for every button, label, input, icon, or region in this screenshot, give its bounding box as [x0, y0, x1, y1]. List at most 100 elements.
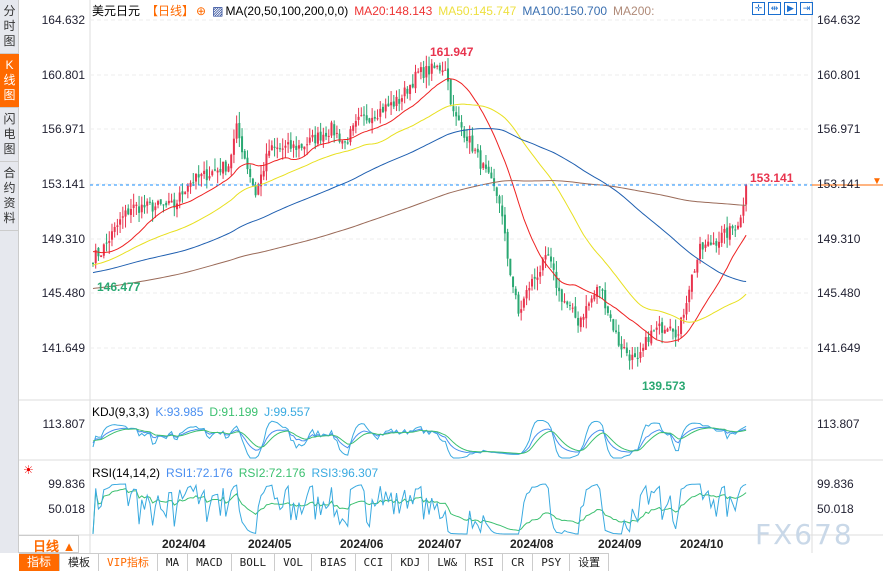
- price-axis-right-label: 145.480: [817, 286, 861, 300]
- price-axis-right-label: 156.971: [817, 122, 861, 136]
- play-icon[interactable]: ▶: [784, 2, 797, 15]
- zoom-range-icon[interactable]: ⇹: [768, 2, 781, 15]
- candle-body: [306, 144, 309, 146]
- tab-indicator[interactable]: 模板: [60, 554, 100, 571]
- kdj-d: D:91.199: [209, 405, 259, 419]
- kdj-header: KDJ(9,3,3) K:93.985 D:91.199 J:99.557: [92, 405, 316, 419]
- candle-body: [162, 204, 165, 206]
- candle-body: [547, 254, 550, 256]
- candle-body: [232, 138, 235, 155]
- tab-indicator[interactable]: CR: [503, 554, 534, 571]
- candle-body: [720, 232, 723, 243]
- candle-body: [159, 199, 162, 204]
- ma-label: MA(20,50,100,200,0,0): [225, 4, 349, 18]
- candle-body: [151, 202, 154, 212]
- candle-body: [577, 317, 580, 326]
- candle-body: [639, 351, 642, 359]
- candle-body: [184, 192, 187, 195]
- tab-indicator[interactable]: 指标: [19, 554, 61, 571]
- chart-header: 美元日元 【日线】 ⊕ ▨ MA(20,50,100,200,0,0) MA20:148.…: [92, 2, 660, 19]
- candle-body: [501, 205, 504, 217]
- candle-body: [281, 148, 284, 150]
- candle-body: [173, 199, 176, 208]
- rsi1-line: [92, 488, 747, 535]
- candle-body: [411, 83, 414, 88]
- candle-body: [251, 178, 254, 186]
- candle-body: [715, 241, 718, 246]
- rsi1-value: RSI1:72.176: [166, 466, 233, 480]
- tab-indicator[interactable]: BOLL: [232, 554, 276, 571]
- candle-body: [200, 174, 203, 177]
- tab-indicator[interactable]: 设置: [570, 554, 610, 571]
- ma200-value: MA200:: [613, 4, 655, 18]
- candle-body: [525, 289, 528, 299]
- candle-body: [287, 142, 290, 145]
- date-label: 2024/08: [510, 537, 554, 551]
- tab-indicator[interactable]: LW&: [429, 554, 467, 571]
- start-low-annotation: 146.477: [97, 280, 141, 294]
- sidebar-item-contract[interactable]: 合约资料: [0, 162, 19, 231]
- tab-indicator[interactable]: PSY: [533, 554, 571, 571]
- candle-body: [585, 306, 588, 319]
- tab-indicator[interactable]: CCI: [356, 554, 393, 571]
- period-button[interactable]: 日线 ▲: [19, 535, 79, 554]
- candle-body: [113, 226, 116, 232]
- sidebar-item-kline[interactable]: K线图: [0, 54, 19, 108]
- candle-body: [129, 209, 132, 215]
- watermark: FX678: [755, 518, 854, 551]
- ma-chart-icon[interactable]: ▨: [212, 4, 224, 18]
- candle-body: [387, 103, 390, 107]
- candle-body: [119, 219, 122, 225]
- candle-body: [487, 166, 490, 173]
- candle-body: [395, 96, 398, 107]
- candle-body: [249, 168, 252, 178]
- crosshair-icon[interactable]: ✛: [752, 2, 765, 15]
- tab-indicator[interactable]: BIAS: [312, 554, 356, 571]
- candle-body: [422, 67, 425, 78]
- rsi-axis-right: 99.836: [817, 477, 854, 491]
- candle-body: [560, 289, 563, 302]
- kdj-j-line: [92, 420, 747, 459]
- last-price-marker-icon: ▼: [872, 176, 882, 187]
- candle-body: [260, 174, 263, 187]
- tab-indicator[interactable]: MACD: [188, 554, 232, 571]
- tab-indicator[interactable]: VIP指标: [99, 554, 158, 571]
- candle-body: [615, 330, 618, 332]
- tab-indicator[interactable]: KDJ: [392, 554, 430, 571]
- candle-body: [593, 294, 596, 300]
- candle-body: [400, 98, 403, 102]
- candle-body: [181, 191, 184, 195]
- sidebar-item-timeshare[interactable]: 分时图: [0, 0, 19, 54]
- candle-body: [178, 192, 181, 202]
- ma100-line: [92, 128, 747, 283]
- candle-body: [392, 101, 395, 107]
- candle-body: [384, 104, 387, 112]
- candle-body: [116, 225, 119, 227]
- candle-body: [208, 176, 211, 179]
- candle-body: [319, 131, 322, 141]
- candle-body: [506, 231, 509, 259]
- tab-indicator[interactable]: RSI: [466, 554, 504, 571]
- candle-body: [284, 145, 287, 148]
- candle-body: [303, 146, 306, 150]
- candle-body: [135, 204, 138, 206]
- rsi-axis-left: 99.836: [48, 477, 85, 491]
- tab-indicator[interactable]: MA: [158, 554, 189, 571]
- date-label: 2024/10: [680, 537, 724, 551]
- candle-body: [365, 115, 368, 121]
- candle-body: [604, 290, 607, 309]
- candle-body: [216, 170, 219, 173]
- jump-end-icon[interactable]: ⇥: [800, 2, 813, 15]
- candle-body: [471, 135, 474, 152]
- candle-body: [379, 108, 382, 117]
- candle-body: [189, 182, 192, 187]
- candle-body: [257, 184, 260, 195]
- target-icon[interactable]: ⊕: [196, 4, 207, 18]
- rsi2-value: RSI2:72.176: [238, 466, 306, 480]
- sidebar-item-flash[interactable]: 闪电图: [0, 108, 19, 162]
- tab-indicator[interactable]: VOL: [275, 554, 313, 571]
- date-label: 2024/04: [162, 537, 206, 551]
- rsi-settings-icon[interactable]: ☀: [23, 463, 34, 477]
- candle-body: [447, 68, 450, 82]
